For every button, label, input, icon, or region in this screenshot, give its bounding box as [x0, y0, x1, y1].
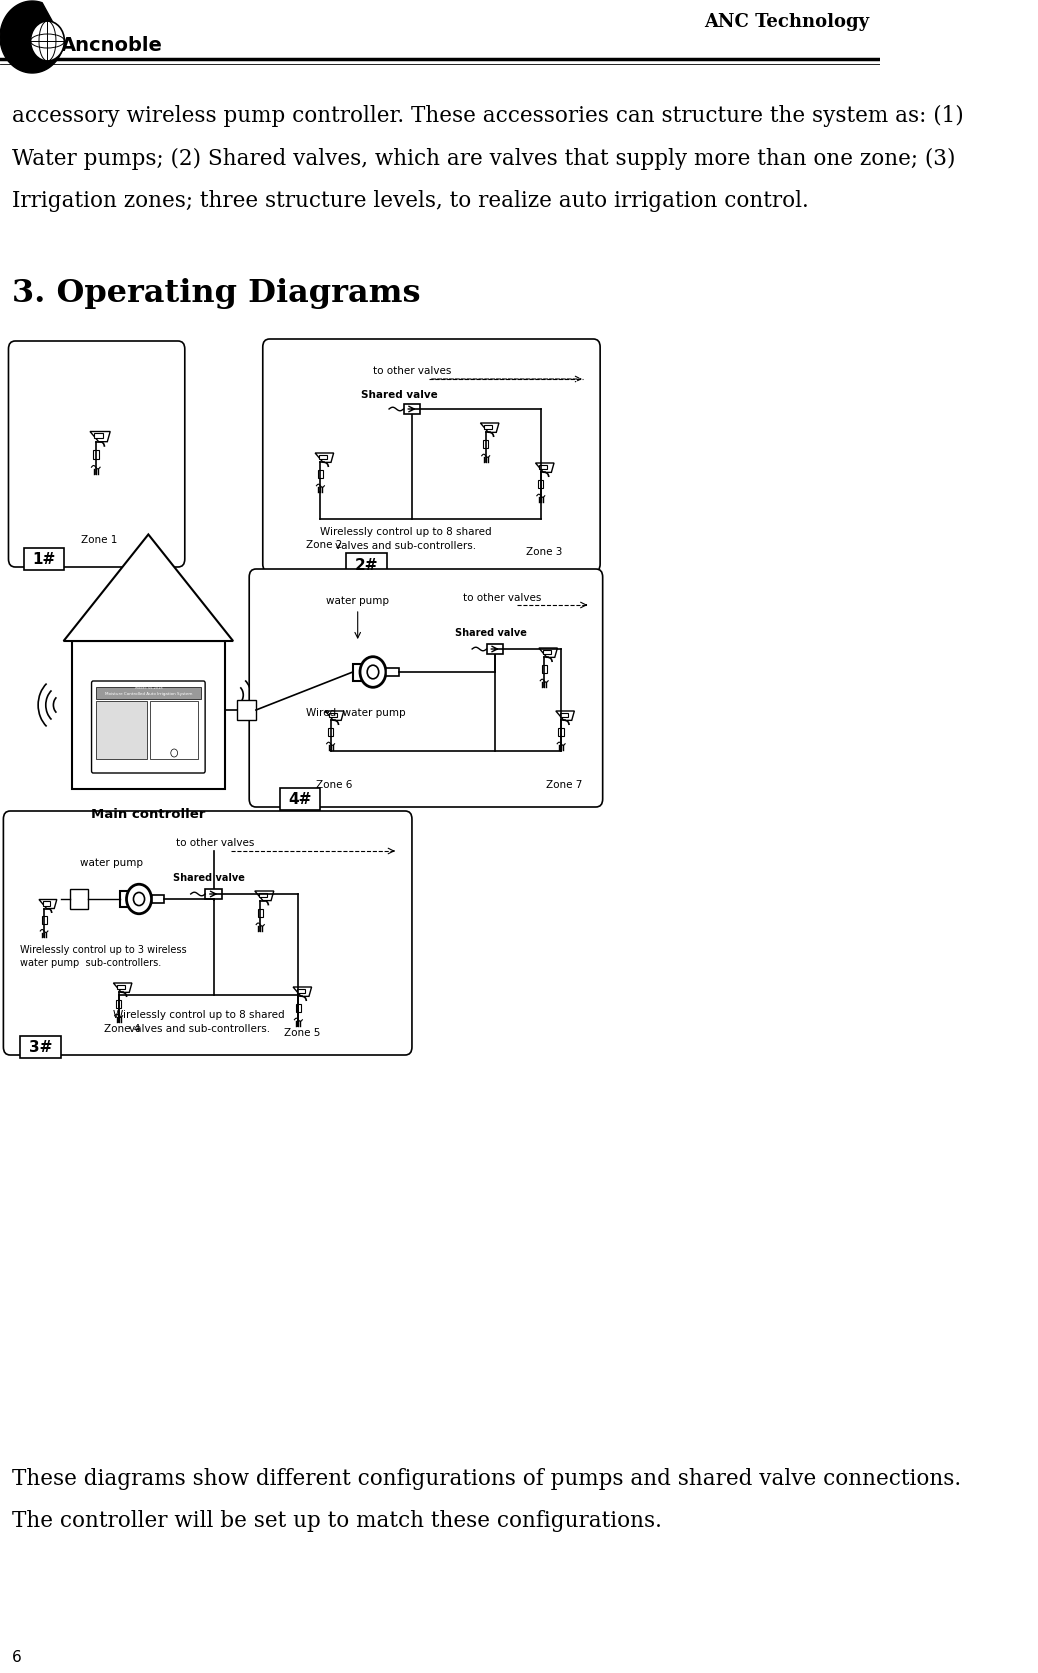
Text: The controller will be set up to match these configurations.: The controller will be set up to match t… [11, 1509, 662, 1531]
Bar [279, 788, 321, 810]
Text: Wirelessly control up to 8 shared
valves and sub-controllers.: Wirelessly control up to 8 shared valves… [113, 1009, 285, 1034]
Text: Wirelessly control up to 3 wireless
water pump  sub-controllers.: Wirelessly control up to 3 wireless wate… [21, 945, 187, 967]
Bar [93, 452, 99, 460]
FancyBboxPatch shape [249, 570, 603, 808]
Text: 1#: 1# [32, 552, 56, 567]
Text: 2#: 2# [354, 557, 378, 572]
Bar [94, 433, 103, 438]
Text: Zone 3: Zone 3 [526, 547, 563, 557]
Bar [257, 908, 263, 917]
Bar [117, 985, 126, 990]
Polygon shape [113, 984, 132, 992]
Circle shape [30, 22, 64, 62]
Bar [487, 644, 503, 656]
Circle shape [367, 666, 379, 679]
Text: Zone 4: Zone 4 [104, 1024, 140, 1034]
Text: Zone 7: Zone 7 [546, 780, 582, 790]
Bar [152, 895, 164, 903]
FancyBboxPatch shape [91, 681, 206, 773]
Bar [559, 713, 568, 718]
Text: Zone 6: Zone 6 [316, 780, 352, 790]
Polygon shape [63, 535, 234, 642]
Bar [329, 713, 337, 718]
FancyBboxPatch shape [8, 341, 185, 567]
Polygon shape [316, 453, 333, 463]
Text: to other valves: to other valves [176, 838, 254, 848]
Bar [558, 729, 564, 736]
Text: Water pumps; (2) Shared valves, which are valves that supply more than one zone;: Water pumps; (2) Shared valves, which ar… [11, 147, 955, 171]
Polygon shape [293, 987, 311, 997]
Bar [540, 465, 547, 470]
Bar [119, 892, 139, 908]
Text: Moisture Controlled Auto Irrigation System: Moisture Controlled Auto Irrigation Syst… [105, 691, 192, 696]
Text: water pump: water pump [80, 858, 143, 868]
Text: to other valves: to other valves [373, 366, 452, 376]
Polygon shape [39, 900, 57, 908]
Text: accessory wireless pump controller. These accessories can structure the system a: accessory wireless pump controller. Thes… [11, 105, 963, 127]
Text: 4#: 4# [289, 791, 311, 806]
Text: Model: 55-2018: Model: 55-2018 [135, 686, 162, 689]
Bar [43, 902, 51, 907]
Bar [258, 893, 267, 898]
Polygon shape [0, 2, 64, 74]
Bar [70, 890, 88, 910]
Bar [95, 701, 146, 760]
Bar [238, 701, 256, 721]
Bar [538, 480, 544, 489]
Text: Wirelessly control up to 8 shared
valves and sub-controllers.: Wirelessly control up to 8 shared valves… [320, 527, 492, 550]
Circle shape [171, 750, 177, 758]
Polygon shape [536, 463, 554, 473]
Text: Shared valve: Shared valve [361, 390, 438, 400]
Polygon shape [90, 432, 110, 442]
Bar [542, 666, 547, 674]
Bar [483, 442, 488, 448]
Circle shape [127, 885, 152, 913]
Circle shape [134, 893, 144, 907]
Bar [346, 554, 386, 576]
Text: to other valves: to other valves [463, 592, 541, 602]
Text: Main controller: Main controller [91, 808, 206, 820]
Polygon shape [539, 649, 557, 657]
Bar [485, 425, 492, 430]
Text: These diagrams show different configurations of pumps and shared valve connectio: These diagrams show different configurat… [11, 1467, 961, 1489]
Bar [151, 701, 198, 760]
Bar [386, 668, 399, 678]
Polygon shape [254, 892, 274, 902]
Bar [116, 1000, 121, 1009]
Bar [72, 642, 224, 790]
Polygon shape [481, 423, 499, 433]
Text: ANC Technology: ANC Technology [704, 13, 869, 32]
Text: water pump: water pump [326, 596, 389, 606]
Circle shape [360, 657, 386, 688]
Bar [24, 549, 64, 570]
Text: Shared valve: Shared valve [455, 627, 526, 637]
Text: Shared valve: Shared valve [173, 873, 245, 882]
Bar [42, 917, 47, 923]
Text: 3. Operating Diagrams: 3. Operating Diagrams [11, 278, 420, 310]
Text: Zone 2: Zone 2 [305, 540, 342, 550]
Bar [328, 729, 333, 736]
FancyBboxPatch shape [263, 340, 600, 572]
Bar [296, 1004, 301, 1012]
Text: 3#: 3# [29, 1041, 52, 1056]
Polygon shape [325, 711, 344, 721]
Bar [21, 1036, 61, 1059]
Bar [319, 455, 327, 460]
Text: Wired  water pump: Wired water pump [306, 708, 406, 718]
Bar [297, 989, 305, 994]
Text: Zone 1: Zone 1 [81, 535, 117, 545]
Bar [404, 405, 420, 415]
FancyBboxPatch shape [3, 811, 412, 1056]
Bar [543, 651, 551, 654]
Text: 6: 6 [11, 1650, 22, 1665]
Bar [318, 470, 323, 478]
Polygon shape [555, 711, 574, 721]
Text: Irrigation zones; three structure levels, to realize auto irrigation control.: Irrigation zones; three structure levels… [11, 191, 809, 212]
Bar [353, 664, 373, 681]
Text: Ancnoble: Ancnoble [61, 35, 163, 55]
Bar [206, 888, 222, 900]
Text: Zone 5: Zone 5 [283, 1027, 320, 1037]
Bar [95, 688, 201, 699]
